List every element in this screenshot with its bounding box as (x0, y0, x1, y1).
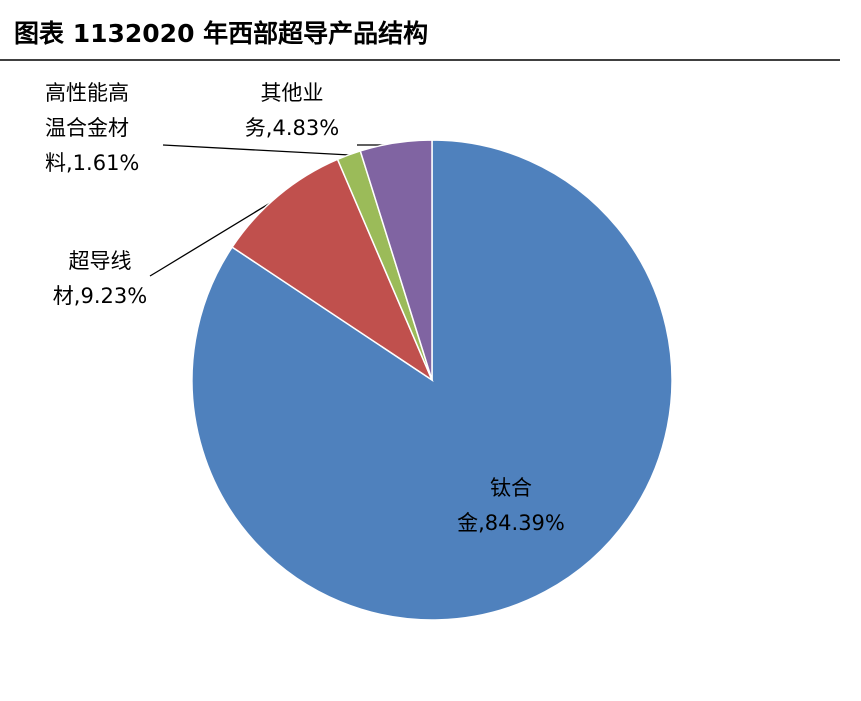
chart-title: 图表 1132020 年西部超导产品结构 (14, 19, 428, 48)
label-line: 钛合 (490, 476, 532, 500)
pie-slice (191, 139, 673, 621)
pie-slice (231, 158, 434, 383)
label-line: 超导线 (69, 249, 132, 273)
data-label: 高性能高温合金材料,1.61% (45, 81, 139, 175)
leader-line (162, 144, 351, 156)
leader-line (149, 196, 281, 277)
label-line: 金,84.39% (457, 511, 565, 535)
label-line: 其他业 (261, 81, 324, 105)
label-line: 温合金材 (45, 116, 129, 140)
label-line: 材,9.23% (53, 284, 147, 308)
data-label: 其他业务,4.83% (245, 81, 339, 140)
pie-slice (359, 139, 433, 381)
data-label: 超导线材,9.23% (53, 249, 147, 308)
label-line: 料,1.61% (45, 151, 139, 175)
label-line: 高性能高 (45, 81, 129, 105)
label-line: 务,4.83% (245, 116, 339, 140)
data-label: 钛合金,84.39% (457, 476, 565, 535)
